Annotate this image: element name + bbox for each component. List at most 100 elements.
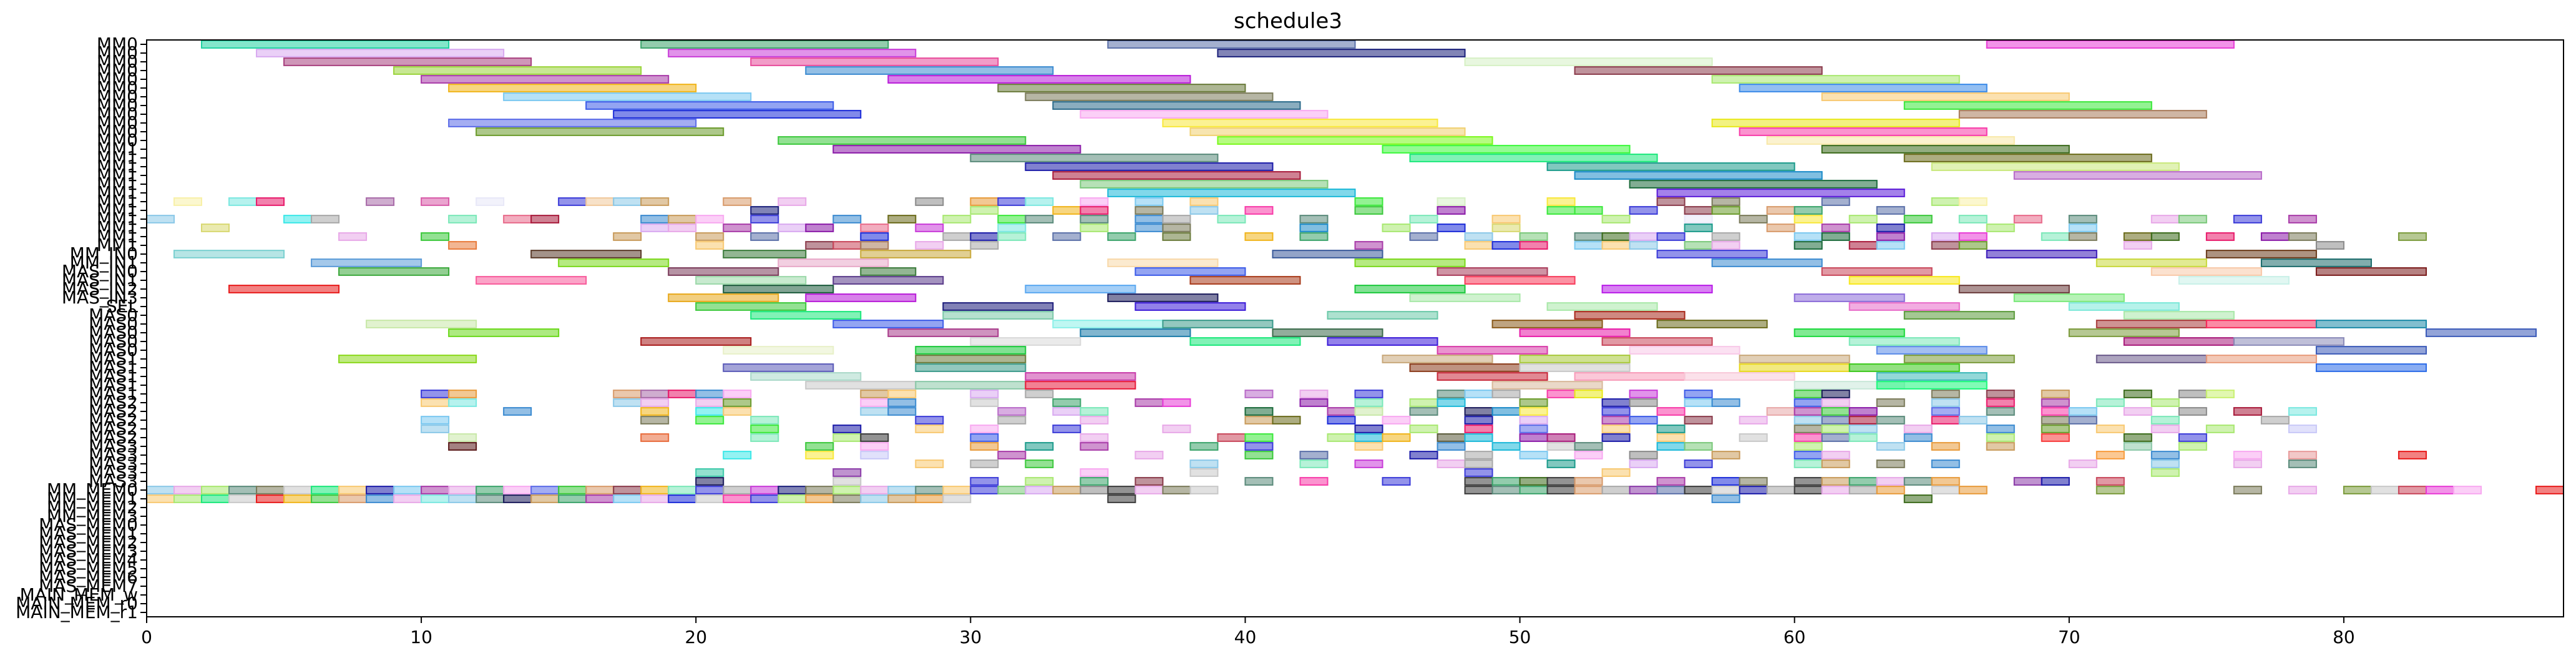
y-tick-label: MAS_MEM3 (39, 541, 138, 561)
task-bar (1739, 215, 1768, 223)
task-bar (1189, 337, 1301, 346)
task-bar (1739, 416, 1768, 425)
task-bar (778, 258, 889, 267)
task-bar (1052, 486, 1081, 494)
task-bar (613, 232, 642, 241)
task-bar (2233, 459, 2262, 468)
task-bar (2205, 250, 2317, 258)
task-bar (1793, 293, 1905, 302)
task-bar (1684, 223, 1713, 232)
task-bar (1299, 390, 1329, 398)
task-bar (1437, 442, 1466, 451)
task-bar (2123, 311, 2235, 320)
task-bar (832, 241, 862, 250)
task-bar (1134, 486, 1164, 494)
task-bar (750, 57, 999, 66)
task-bar (723, 346, 834, 355)
task-bar (2233, 486, 2262, 494)
task-bar (2041, 398, 2070, 407)
task-bar (640, 407, 670, 416)
task-bar (778, 223, 807, 232)
task-bar (805, 381, 917, 390)
task-bar (832, 425, 862, 433)
y-tick-label: MAS2 (89, 410, 138, 430)
task-bar (1656, 250, 1768, 258)
y-tick-label: MAS_MEM5 (39, 558, 138, 579)
task-bar (1931, 486, 1960, 494)
task-bar (1382, 433, 1411, 442)
y-tick-label: MM0 (97, 60, 138, 81)
task-bar (1519, 433, 1548, 442)
y-tick-label: MAS_IN3 (62, 287, 138, 308)
y-tick-label: MAIN_MEM_w (20, 584, 138, 605)
task-bar (1025, 390, 1054, 398)
task-bar (2315, 346, 2427, 355)
task-bar (2288, 407, 2317, 416)
task-bar (915, 494, 944, 503)
task-bar (832, 433, 862, 442)
task-bar (778, 197, 807, 206)
task-bar (1903, 311, 2015, 320)
task-bar (1574, 171, 1823, 180)
task-bar (1546, 486, 1576, 494)
task-bar (1876, 372, 1988, 381)
task-bar (832, 486, 862, 494)
task-bar (2095, 477, 2125, 486)
chart-title: schedule3 (1233, 9, 1342, 34)
task-bar (1739, 127, 1988, 136)
task-bar (1217, 433, 1246, 442)
task-bar (283, 494, 313, 503)
task-bar (2425, 486, 2454, 494)
task-bar (2288, 486, 2317, 494)
y-tick-label: MM1 (97, 200, 138, 220)
task-bar (1244, 390, 1274, 398)
task-bar (1711, 398, 1740, 407)
task-bar (668, 494, 697, 503)
task-bar (476, 486, 505, 494)
task-bar (970, 232, 999, 241)
task-bar (970, 486, 999, 494)
task-bar (695, 486, 724, 494)
task-bar (2178, 276, 2290, 285)
task-bar (1080, 477, 1109, 486)
task-bar (2343, 486, 2372, 494)
task-bar (503, 486, 532, 494)
task-bar (1739, 486, 1768, 494)
task-bar (1464, 232, 1493, 241)
task-bar (1491, 223, 1521, 232)
task-bar (1629, 416, 1658, 425)
task-bar (338, 232, 368, 241)
task-bar (970, 241, 999, 250)
task-bar (1437, 197, 1466, 206)
task-bar (1491, 442, 1521, 451)
task-bar (887, 407, 917, 416)
x-tick-label: 0 (141, 627, 152, 647)
task-bar (1931, 459, 1960, 468)
y-tick-label: MAS0 (89, 322, 138, 343)
task-bar (1986, 398, 2015, 407)
y-tick-label: MM_MEM0 (47, 479, 138, 500)
task-bar (1491, 486, 1521, 494)
task-bar (805, 442, 834, 451)
task-bar (887, 398, 917, 407)
task-bar (530, 215, 560, 223)
task-bar (2013, 215, 2042, 223)
task-bar (2205, 425, 2235, 433)
task-bar (1931, 232, 1960, 241)
task-bar (1519, 241, 1548, 250)
task-bar (723, 197, 752, 206)
task-bar (750, 425, 779, 433)
task-bar (1464, 433, 1493, 442)
task-bar (1574, 390, 1603, 398)
task-bar (421, 75, 670, 84)
task-bar (860, 494, 889, 503)
task-bar (1821, 398, 1850, 407)
task-bar (860, 433, 889, 442)
task-bar (1080, 223, 1109, 232)
task-bar (1437, 372, 1548, 381)
task-bar (2178, 390, 2207, 398)
task-bar (1876, 459, 1905, 468)
y-tick-label: MM1 (97, 165, 138, 185)
task-bar (1437, 398, 1466, 407)
task-bar (1354, 206, 1383, 215)
